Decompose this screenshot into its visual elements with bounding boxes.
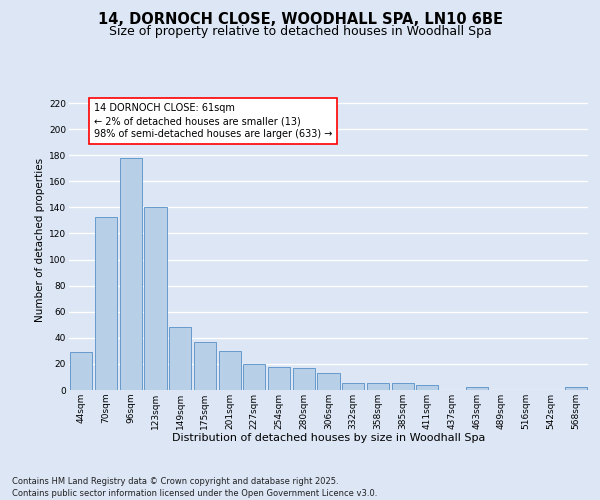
Bar xyxy=(293,368,315,390)
Bar xyxy=(268,366,290,390)
Text: Contains public sector information licensed under the Open Government Licence v3: Contains public sector information licen… xyxy=(12,489,377,498)
Bar xyxy=(317,373,340,390)
Bar xyxy=(194,342,216,390)
Bar xyxy=(342,384,364,390)
Text: Size of property relative to detached houses in Woodhall Spa: Size of property relative to detached ho… xyxy=(109,25,491,38)
Bar xyxy=(466,388,488,390)
Bar xyxy=(70,352,92,390)
Bar xyxy=(367,384,389,390)
Text: 14 DORNOCH CLOSE: 61sqm
← 2% of detached houses are smaller (13)
98% of semi-det: 14 DORNOCH CLOSE: 61sqm ← 2% of detached… xyxy=(94,103,332,140)
Text: 14, DORNOCH CLOSE, WOODHALL SPA, LN10 6BE: 14, DORNOCH CLOSE, WOODHALL SPA, LN10 6B… xyxy=(97,12,503,28)
Bar xyxy=(565,388,587,390)
Bar xyxy=(392,384,414,390)
Bar xyxy=(145,208,167,390)
Bar xyxy=(416,385,439,390)
Bar xyxy=(119,158,142,390)
X-axis label: Distribution of detached houses by size in Woodhall Spa: Distribution of detached houses by size … xyxy=(172,434,485,444)
Y-axis label: Number of detached properties: Number of detached properties xyxy=(35,158,45,322)
Text: Contains HM Land Registry data © Crown copyright and database right 2025.: Contains HM Land Registry data © Crown c… xyxy=(12,478,338,486)
Bar xyxy=(169,328,191,390)
Bar xyxy=(218,351,241,390)
Bar xyxy=(95,216,117,390)
Bar xyxy=(243,364,265,390)
